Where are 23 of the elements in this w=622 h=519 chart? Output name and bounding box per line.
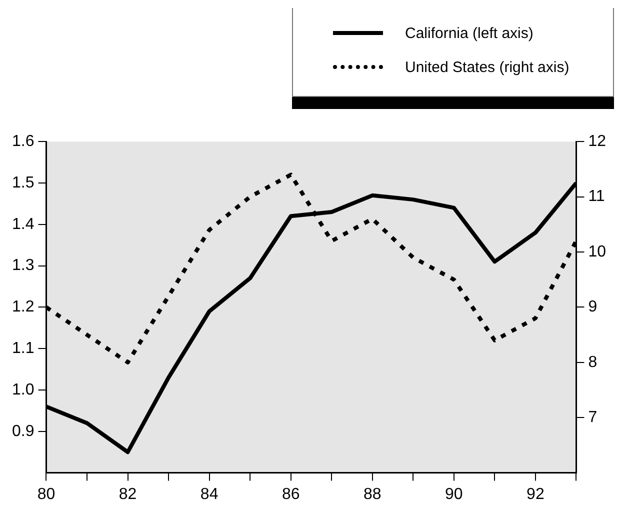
x-tick-label: 90 xyxy=(445,486,463,503)
legend-label: United States (right axis) xyxy=(405,58,570,76)
y-tick-label: 1.4 xyxy=(12,216,34,233)
y2-tick-label: 12 xyxy=(588,133,606,150)
y2-tick-label: 11 xyxy=(588,188,605,206)
y-tick-label: 1.5 xyxy=(12,174,34,192)
x-tick-label: 86 xyxy=(282,486,300,503)
y-tick-label: 1.0 xyxy=(12,381,34,398)
y-tick-label: 1.2 xyxy=(12,298,34,316)
x-tick-label: 84 xyxy=(200,486,218,503)
y2-tick-label: 8 xyxy=(588,354,598,371)
y2-tick-label: 10 xyxy=(588,243,606,260)
x-tick-label: 88 xyxy=(363,486,382,503)
y2-tick-label: 7 xyxy=(588,409,598,426)
y-tick-label: 1.3 xyxy=(12,257,34,274)
y-tick-label: 1.1 xyxy=(12,340,34,358)
y-tick-label: 0.9 xyxy=(12,422,34,440)
x-tick-label: 82 xyxy=(118,486,137,503)
legend-label: California (left axis) xyxy=(405,24,534,42)
y-tick-label: 1.6 xyxy=(12,133,34,150)
y2-tick-label: 9 xyxy=(588,298,598,316)
x-tick-label: 92 xyxy=(526,486,544,503)
x-tick-label: 80 xyxy=(37,486,56,503)
